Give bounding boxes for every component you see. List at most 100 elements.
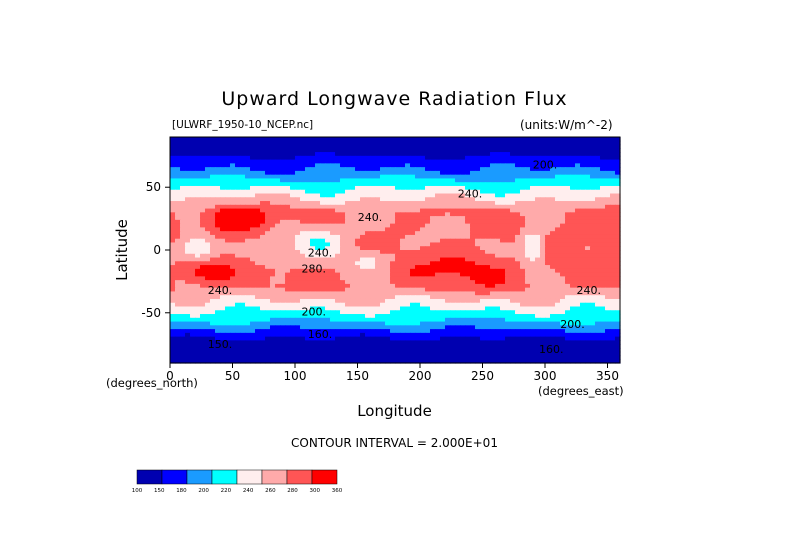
heatmap-cell bbox=[470, 212, 476, 217]
heatmap-cell bbox=[265, 231, 271, 236]
heatmap-cell bbox=[515, 197, 521, 202]
heatmap-cell bbox=[265, 223, 271, 228]
heatmap-cell bbox=[375, 261, 381, 266]
heatmap-cell bbox=[415, 253, 421, 259]
heatmap-cell bbox=[480, 310, 486, 315]
heatmap-cell bbox=[615, 302, 621, 308]
heatmap-cell bbox=[260, 250, 266, 255]
heatmap-cell bbox=[420, 291, 426, 296]
heatmap-cell bbox=[460, 231, 466, 236]
heatmap-cell bbox=[540, 170, 546, 176]
heatmap-cell bbox=[545, 231, 551, 236]
heatmap-cell bbox=[200, 193, 206, 198]
heatmap-cell bbox=[440, 148, 446, 153]
heatmap-cell bbox=[495, 231, 501, 236]
heatmap-cell bbox=[445, 140, 451, 146]
heatmap-cell bbox=[250, 253, 256, 259]
heatmap-cell bbox=[175, 137, 181, 142]
heatmap-cell bbox=[325, 332, 331, 338]
heatmap-cell bbox=[320, 336, 326, 341]
heatmap-cell bbox=[325, 234, 331, 240]
heatmap-cell bbox=[410, 201, 416, 206]
heatmap-cell bbox=[475, 140, 481, 146]
heatmap-cell bbox=[590, 197, 596, 202]
heatmap-cell bbox=[530, 204, 536, 210]
heatmap-cell bbox=[340, 159, 346, 164]
heatmap-cell bbox=[415, 189, 421, 195]
heatmap-cell bbox=[590, 253, 596, 259]
heatmap-cell bbox=[360, 261, 366, 266]
heatmap-cell bbox=[555, 193, 561, 198]
heatmap-cell bbox=[205, 332, 211, 338]
heatmap-cell bbox=[210, 197, 216, 202]
heatmap-cell bbox=[335, 310, 341, 315]
heatmap-cell bbox=[580, 219, 586, 225]
heatmap-cell bbox=[205, 212, 211, 217]
heatmap-cell bbox=[295, 159, 301, 164]
heatmap-cell bbox=[180, 265, 186, 270]
heatmap-cell bbox=[550, 238, 556, 244]
heatmap-cell bbox=[545, 283, 551, 289]
heatmap-cell bbox=[265, 280, 271, 285]
heatmap-cell bbox=[345, 340, 351, 345]
heatmap-cell bbox=[540, 178, 546, 183]
heatmap-cell bbox=[195, 242, 201, 247]
heatmap-cell bbox=[375, 238, 381, 244]
heatmap-cell bbox=[260, 227, 266, 232]
heatmap-cell bbox=[435, 246, 441, 251]
heatmap-cell bbox=[570, 159, 576, 164]
heatmap-cell bbox=[210, 155, 216, 161]
heatmap-cell bbox=[420, 152, 426, 157]
heatmap-cell bbox=[265, 170, 271, 176]
heatmap-cell bbox=[480, 272, 486, 277]
heatmap-cell bbox=[335, 137, 341, 142]
heatmap-cell bbox=[495, 212, 501, 217]
heatmap-cell bbox=[420, 178, 426, 183]
heatmap-cell bbox=[360, 208, 366, 213]
heatmap-cell bbox=[360, 140, 366, 146]
heatmap-cell bbox=[365, 208, 371, 213]
heatmap-cell bbox=[290, 137, 296, 142]
heatmap-cell bbox=[600, 234, 606, 240]
heatmap-cell bbox=[340, 231, 346, 236]
heatmap-cell bbox=[505, 174, 511, 180]
heatmap-cell bbox=[210, 306, 216, 311]
heatmap-cell bbox=[180, 189, 186, 195]
heatmap-cell bbox=[490, 317, 496, 323]
heatmap-cell bbox=[365, 170, 371, 176]
heatmap-cell bbox=[215, 302, 221, 308]
heatmap-cell bbox=[575, 261, 581, 266]
heatmap-cell bbox=[555, 144, 561, 149]
heatmap-cell bbox=[415, 208, 421, 213]
heatmap-cell bbox=[380, 216, 386, 221]
heatmap-cell bbox=[400, 167, 406, 172]
heatmap-cell bbox=[325, 291, 331, 296]
heatmap-cell bbox=[530, 167, 536, 172]
heatmap-cell bbox=[385, 302, 391, 308]
heatmap-cell bbox=[430, 329, 436, 334]
heatmap-cell bbox=[490, 325, 496, 330]
heatmap-cell bbox=[250, 291, 256, 296]
heatmap-cell bbox=[380, 253, 386, 259]
heatmap-cell bbox=[425, 178, 431, 183]
heatmap-cell bbox=[305, 310, 311, 315]
heatmap-cell bbox=[535, 283, 541, 289]
heatmap-cell bbox=[520, 159, 526, 164]
heatmap-cell bbox=[530, 174, 536, 180]
heatmap-cell bbox=[445, 246, 451, 251]
heatmap-cell bbox=[575, 167, 581, 172]
heatmap-cell bbox=[185, 234, 191, 240]
heatmap-cell bbox=[355, 325, 361, 330]
heatmap-cell bbox=[390, 182, 396, 187]
heatmap-cell bbox=[435, 332, 441, 338]
heatmap-cell bbox=[530, 291, 536, 296]
heatmap-cell bbox=[385, 329, 391, 334]
heatmap-cell bbox=[525, 253, 531, 259]
heatmap-cell bbox=[500, 302, 506, 308]
heatmap-cell bbox=[615, 325, 621, 330]
heatmap-cell bbox=[335, 148, 341, 153]
heatmap-cell bbox=[515, 148, 521, 153]
heatmap-cell bbox=[340, 234, 346, 240]
heatmap-cell bbox=[330, 317, 336, 323]
heatmap-cell bbox=[465, 152, 471, 157]
